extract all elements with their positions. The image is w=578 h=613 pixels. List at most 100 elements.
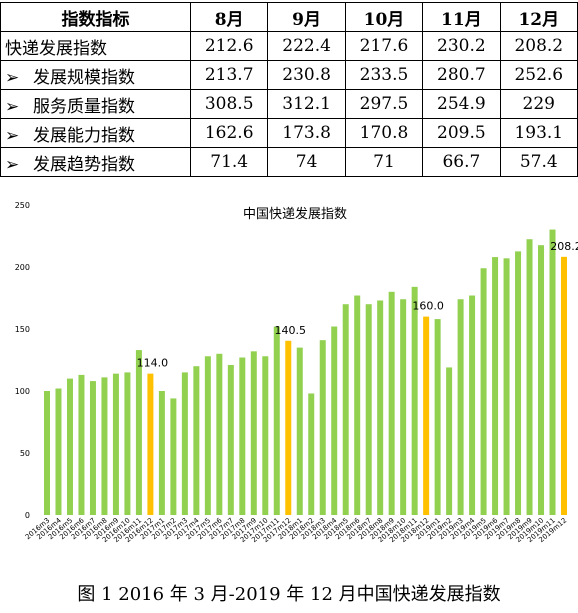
y-tick-label: 150 xyxy=(15,325,30,334)
bar xyxy=(78,374,85,515)
bar xyxy=(147,373,154,515)
bar xyxy=(457,299,464,515)
bar xyxy=(216,353,223,515)
bar xyxy=(204,356,211,515)
data-label: 160.0 xyxy=(412,300,444,313)
row-label: ➢ 服务质量指数 xyxy=(0,89,191,119)
bar xyxy=(262,356,269,515)
row-label-text: 快递发展指数 xyxy=(5,38,107,59)
bar xyxy=(331,326,338,515)
bar xyxy=(388,291,395,515)
y-tick-label: 100 xyxy=(15,387,30,396)
cell: 230.8 xyxy=(267,60,346,90)
bar xyxy=(354,295,361,515)
cell: 280.7 xyxy=(422,60,501,90)
bar xyxy=(193,366,200,515)
header-cell: 12月 xyxy=(499,2,578,32)
bar xyxy=(538,245,545,515)
table-body: 指数指标 8月 9月 10月 11月 12月快递发展指数 212.6 222.4 217.6 23… xyxy=(0,2,578,177)
bar xyxy=(469,295,476,515)
bar xyxy=(526,239,533,515)
bar xyxy=(101,377,108,515)
row-label-text: 服务质量指数 xyxy=(33,96,135,117)
cell: 71.4 xyxy=(189,147,269,177)
bar xyxy=(434,319,441,515)
bar xyxy=(112,373,119,515)
cell: 170.8 xyxy=(344,118,424,148)
bar xyxy=(135,350,142,515)
header-cell: 9月 xyxy=(267,2,346,32)
table-row: ➢ 发展能力指数 162.6 173.8 170.8 209.5 193.1 xyxy=(0,118,578,148)
header-cell: 10月 xyxy=(344,2,424,32)
cell: 230.2 xyxy=(422,31,501,61)
bar xyxy=(89,381,96,515)
y-tick-label: 50 xyxy=(20,449,30,458)
cell: 229 xyxy=(499,89,578,119)
bar xyxy=(158,391,165,515)
bar xyxy=(170,398,177,515)
row-label: ➢ 发展规模指数 xyxy=(0,60,191,90)
bar xyxy=(515,251,522,515)
caption: 图 1 2016 年 3 月-2019 年 12 月中国快递发展指数 xyxy=(77,584,500,605)
cell: 233.5 xyxy=(344,60,424,90)
bullet-arrow: ➢ xyxy=(5,125,20,146)
bar xyxy=(239,357,246,515)
index-table: 指数指标 8月 9月 10月 11月 12月快递发展指数 212.6 222.4 217.6 23… xyxy=(0,2,578,177)
row-label: ➢ 发展趋势指数 xyxy=(0,147,191,177)
cell: 193.1 xyxy=(499,118,578,148)
cell: 173.8 xyxy=(267,118,346,148)
bar xyxy=(66,378,73,515)
bullet-arrow: ➢ xyxy=(5,67,20,88)
table-row: 快递发展指数 212.6 222.4 217.6 230.2 208.2 xyxy=(0,31,578,61)
bar xyxy=(342,304,349,515)
bar xyxy=(480,268,487,515)
bar xyxy=(319,340,326,515)
table-row: ➢ 服务质量指数 308.5 312.1 297.5 254.9 229 xyxy=(0,89,578,119)
cell: 208.2 xyxy=(499,31,578,61)
bar xyxy=(411,286,418,515)
header-cell: 11月 xyxy=(422,2,501,32)
bar xyxy=(308,393,315,515)
bar xyxy=(285,340,292,515)
header-cell: 8月 xyxy=(189,2,269,32)
cell: 74 xyxy=(267,147,346,177)
header-cell: 指数指标 xyxy=(0,2,191,32)
row-label-text: 发展规模指数 xyxy=(33,67,135,88)
bar xyxy=(124,372,131,515)
cell: 66.7 xyxy=(422,147,501,177)
chart: 中国快递发展指数 图 1 2016 年 3 月-2019 年 12 月中国快递发… xyxy=(15,201,578,605)
cell: 212.6 xyxy=(189,31,269,61)
bar xyxy=(423,316,430,515)
cell: 217.6 xyxy=(344,31,424,61)
chart-title: 中国快递发展指数 xyxy=(243,206,347,222)
cell: 213.7 xyxy=(189,60,269,90)
data-label: 140.5 xyxy=(275,324,307,337)
cell: 312.1 xyxy=(267,89,346,119)
cell: 222.4 xyxy=(267,31,346,61)
table-row: ➢ 发展趋势指数 71.4 74 71 66.7 57.4 xyxy=(0,147,578,177)
bar xyxy=(273,326,280,515)
row-label-text: 发展能力指数 xyxy=(33,125,135,146)
cell: 162.6 xyxy=(189,118,269,148)
bar xyxy=(377,300,384,515)
bullet-arrow: ➢ xyxy=(5,154,20,175)
bar xyxy=(181,372,188,515)
header-row: 指数指标 8月 9月 10月 11月 12月 xyxy=(0,2,578,32)
cell: 71 xyxy=(344,147,424,177)
bar xyxy=(365,304,372,515)
row-label: 快递发展指数 xyxy=(0,31,191,61)
bar xyxy=(296,347,303,515)
data-label: 114.0 xyxy=(137,357,169,370)
y-tick-label: 250 xyxy=(15,201,30,210)
cell: 252.6 xyxy=(499,60,578,90)
bar xyxy=(400,299,407,515)
y-tick-label: 0 xyxy=(25,511,30,520)
cell: 308.5 xyxy=(189,89,269,119)
bar xyxy=(44,391,50,515)
y-tick-label: 200 xyxy=(15,263,30,272)
row-label: ➢ 发展能力指数 xyxy=(0,118,191,148)
bar xyxy=(55,388,62,515)
cell: 209.5 xyxy=(422,118,501,148)
bar xyxy=(561,256,567,515)
